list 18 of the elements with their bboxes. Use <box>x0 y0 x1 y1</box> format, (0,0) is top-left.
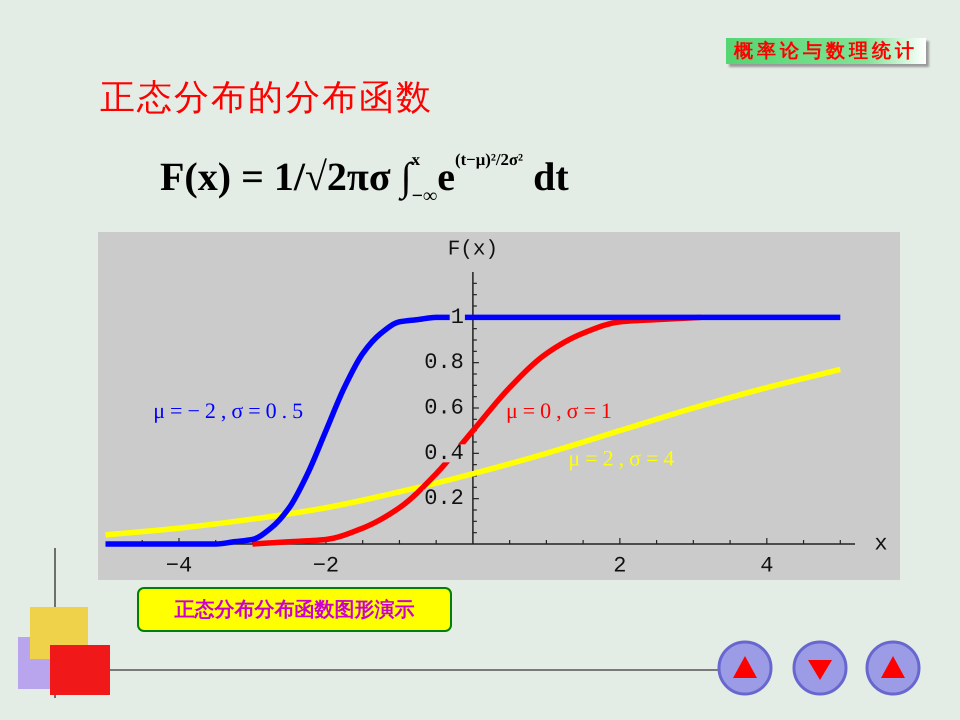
x-tick-label: −2 <box>312 554 340 578</box>
text: 概率论与数理统计 <box>726 38 926 64</box>
y-tick-label: 1 <box>450 304 464 330</box>
y-tick-label: 0.6 <box>424 396 464 420</box>
x-tick-label: 4 <box>760 554 774 578</box>
series-label: μ=2,σ=4 <box>568 445 680 470</box>
y-tick-label: 0.8 <box>424 350 464 376</box>
series-label: μ=0,σ=1 <box>506 398 617 423</box>
x-tick-label: −4 <box>166 554 192 578</box>
chart-title: 正态分布的分布函数 <box>100 77 433 120</box>
x-axis-title: x <box>874 532 888 556</box>
x-tick-label: 2 <box>613 554 626 578</box>
series-label: μ=−2,σ=0.5 <box>153 398 308 423</box>
y-tick-label: 0.4 <box>424 440 464 466</box>
y-tick-label: 0.2 <box>424 486 464 512</box>
y-axis-title: F(x) <box>448 238 498 262</box>
text: 正态分布分布函数图形演示 <box>137 587 452 632</box>
chart-subtitle: F(x) = 1/√2πσ ∫$_{−∞}$$^{x}$e$^{(t−μ)²/2σ²}$ dt <box>160 150 569 208</box>
